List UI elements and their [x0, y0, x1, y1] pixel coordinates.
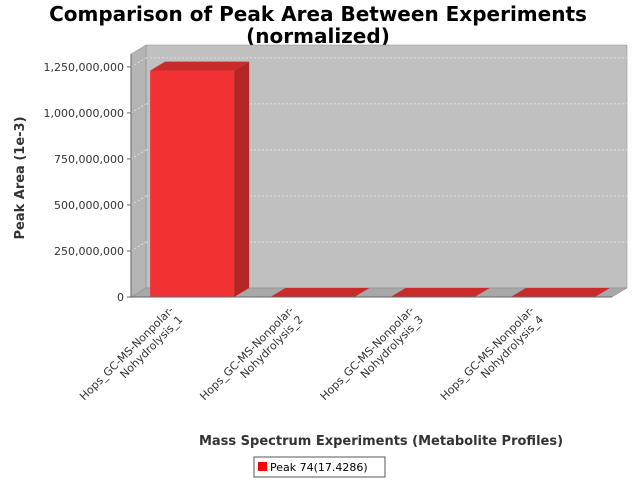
x-tick-label: Hops_GC-MS-Nonpolar-Nohydrolysis_1 — [77, 304, 185, 412]
bar — [510, 288, 610, 297]
bar — [150, 61, 250, 298]
y-axis: 0 250,000,000 500,000,000 750,000,000 1,000,… — [44, 54, 132, 304]
x-axis: Hops_GC-MS-Nonpolar-Nohydrolysis_1 Hops_G… — [77, 296, 612, 412]
y-tick-label: 250,000,000 — [54, 245, 124, 258]
y-tick-label: 1,000,000,000 — [44, 107, 124, 120]
x-axis-label: Mass Spectrum Experiments (Metabolite Pr… — [199, 434, 563, 449]
gridlines — [130, 57, 627, 252]
gridline-side — [130, 103, 147, 114]
bar — [270, 288, 370, 297]
gridline-side — [130, 195, 147, 206]
gridline-side — [130, 149, 147, 160]
x-tick-label: Hops_GC-MS-Nonpolar-Nohydrolysis_3 — [318, 304, 426, 412]
y-axis-label: Peak Area (1e-3) — [13, 116, 28, 239]
y-tick-label: 0 — [117, 291, 124, 304]
legend-swatch — [258, 462, 267, 471]
gridline-side — [130, 241, 147, 252]
bar — [390, 288, 490, 297]
y-tick-label: 1,250,000,000 — [44, 61, 124, 74]
chart-title-line-1: Comparison of Peak Area Between Experime… — [49, 2, 587, 26]
x-tick-label: Hops_GC-MS-Nonpolar-Nohydrolysis_2 — [197, 304, 305, 412]
legend-box — [253, 456, 386, 478]
bar-side — [234, 61, 250, 298]
bar-top — [150, 61, 250, 71]
legend: Peak 74(17.4286) — [253, 456, 386, 478]
bar-top — [390, 288, 490, 297]
bar-top — [270, 288, 370, 297]
bars — [150, 61, 610, 298]
chart-title-line-2: (normalized) — [246, 24, 390, 48]
x-tick-label: Hops_GC-MS-Nonpolar-Nohydrolysis_4 — [438, 304, 546, 412]
y-tick-label: 750,000,000 — [54, 153, 124, 166]
legend-label: Peak 74(17.4286) — [270, 461, 368, 474]
bar-top — [510, 288, 610, 297]
bar-front — [150, 70, 235, 298]
plot-left-wall — [130, 44, 147, 298]
y-tick-label: 500,000,000 — [54, 199, 124, 212]
gridline-side — [130, 57, 147, 68]
